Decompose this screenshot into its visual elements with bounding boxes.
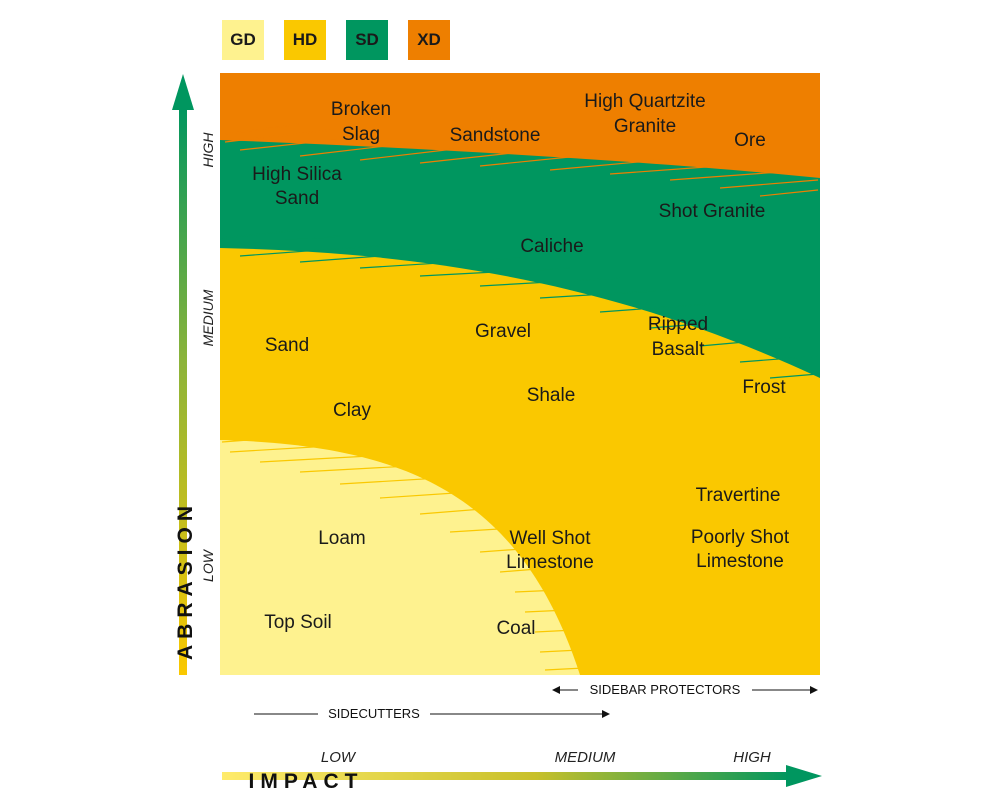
sidecutters-label: SIDECUTTERS [328,706,420,721]
legend-xd: XD [408,20,450,60]
y-axis-arrowhead [172,74,194,110]
y-axis-arrow [179,108,187,675]
x-axis-arrowhead [786,765,822,787]
material-ore: Ore [734,130,766,151]
y-level-high: HIGH [200,132,216,168]
legend-hd-label: HD [292,30,318,49]
y-level-medium: MEDIUM [200,289,216,346]
material-gravel: Gravel [475,321,531,342]
hatch-hd-gd [221,427,585,671]
y-level-low: LOW [200,548,216,582]
material-broken-slag-line2: Slag [342,124,380,145]
material-loam: Loam [318,528,366,549]
x-level-medium: MEDIUM [555,749,616,766]
legend-xd-label: XD [417,30,441,49]
material-shale: Shale [527,385,576,406]
material-travertine: Travertine [696,485,781,506]
material-high-silica-sand-line2: Sand [275,188,319,209]
material-well-shot-limestone-line1: Well Shot [510,528,592,549]
material-sandstone: Sandstone [450,125,541,146]
material-well-shot-limestone-line2: Limestone [506,552,594,573]
legend-sd: SD [346,20,388,60]
zone-regions [220,73,820,675]
material-top-soil: Top Soil [264,612,332,633]
material-ripped-basalt-line2: Basalt [652,339,706,360]
material-high-quartzite-granite-line2: Granite [614,116,676,137]
legend-gd-label: GD [230,30,256,49]
material-frost: Frost [742,377,786,398]
sidecutters-range [254,710,610,718]
material-coal: Coal [496,618,535,639]
material-caliche: Caliche [520,236,583,257]
y-axis-title: ABRASION [174,500,197,660]
legend: GD HD SD XD [222,20,470,60]
material-sand: Sand [265,335,309,356]
material-broken-slag-line1: Broken [331,99,391,120]
x-axis-arrow [222,772,790,780]
x-level-low: LOW [321,749,357,766]
material-shot-granite: Shot Granite [659,201,766,222]
material-ripped-basalt-line1: Ripped [648,314,708,335]
material-poorly-shot-limestone-line2: Limestone [696,551,784,572]
legend-hd: HD [284,20,326,60]
x-level-high: HIGH [733,749,771,766]
material-high-quartzite-granite-line1: High Quartzite [584,91,705,112]
material-high-silica-sand-line1: High Silica [252,164,342,185]
material-clay: Clay [333,400,372,421]
material-poorly-shot-limestone-line1: Poorly Shot [691,527,790,548]
hatch-sd-hd [221,229,819,379]
hatch-xd-sd [224,123,819,197]
legend-gd: GD [222,20,264,60]
zone-gd [220,440,580,675]
legend-sd-label: SD [355,30,379,49]
x-axis-title: IMPACT [249,770,364,793]
sidebar-protectors-label: SIDEBAR PROTECTORS [590,682,741,697]
sidebar-protectors-range [552,686,818,694]
